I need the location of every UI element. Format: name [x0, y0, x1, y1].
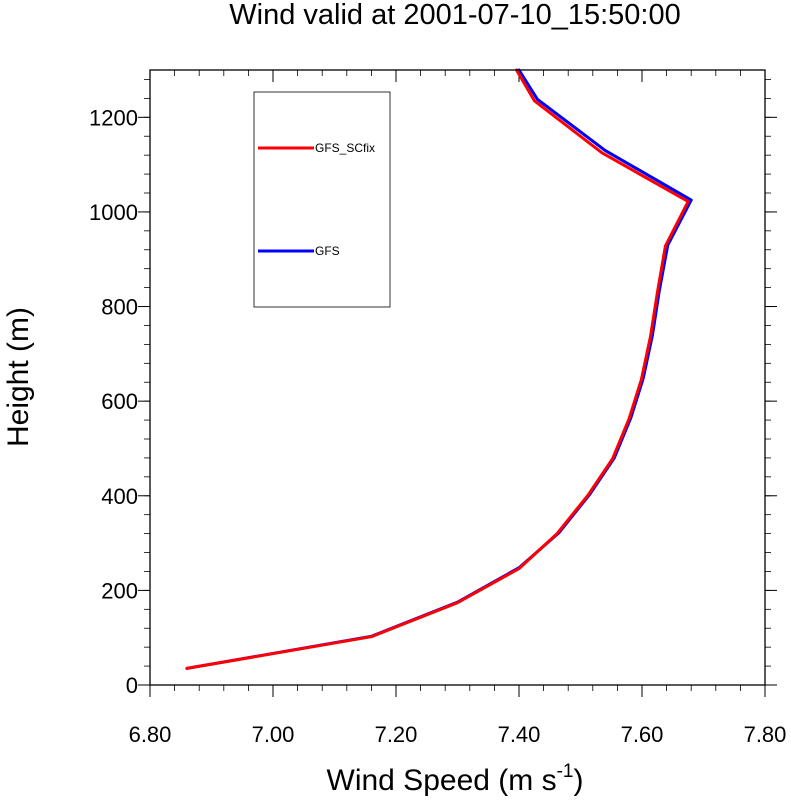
x-tick-label: 7.40: [498, 722, 541, 747]
y-tick-labels: 0 200 400 600 800 1000 1200: [89, 105, 138, 698]
x-axis-label: Wind Speed (m s-1): [327, 761, 584, 797]
plot-area-frame: [149, 69, 766, 686]
x-tick-labels: 6.80 7.00 7.20 7.40 7.60 7.80: [129, 722, 787, 747]
y-axis-label: Height (m): [2, 307, 35, 447]
x-axis-label-close: ): [574, 764, 584, 797]
legend-label-gfs: GFS: [315, 244, 340, 258]
series-line-gfs-scfix: [185, 68, 690, 670]
x-tick-label: 7.80: [744, 722, 787, 747]
y-tick-label: 0: [126, 673, 138, 698]
y-tick-label: 1200: [89, 105, 138, 130]
x-axis-label-main: Wind Speed (m s: [327, 764, 557, 797]
x-tick-label: 6.80: [129, 722, 172, 747]
y-tick-label: 800: [101, 295, 138, 320]
legend-label-gfs-scfix: GFS_SCfix: [315, 141, 375, 155]
x-tick-label: 7.60: [621, 722, 664, 747]
x-tick-label: 7.00: [252, 722, 295, 747]
x-tick-label: 7.20: [375, 722, 418, 747]
legend-box: [253, 91, 391, 308]
y-tick-label: 400: [101, 484, 138, 509]
y-tick-label: 1000: [89, 200, 138, 225]
y-tick-label: 200: [101, 578, 138, 603]
minor-ticks: [144, 70, 771, 691]
y-tick-label: 600: [101, 389, 138, 414]
series-lines: [185, 68, 693, 670]
legend: GFS_SCfix GFS: [253, 91, 391, 308]
x-axis-label-superscript: -1: [557, 761, 574, 782]
chart-title: Wind valid at 2001-07-10_15:50:00: [229, 0, 680, 31]
